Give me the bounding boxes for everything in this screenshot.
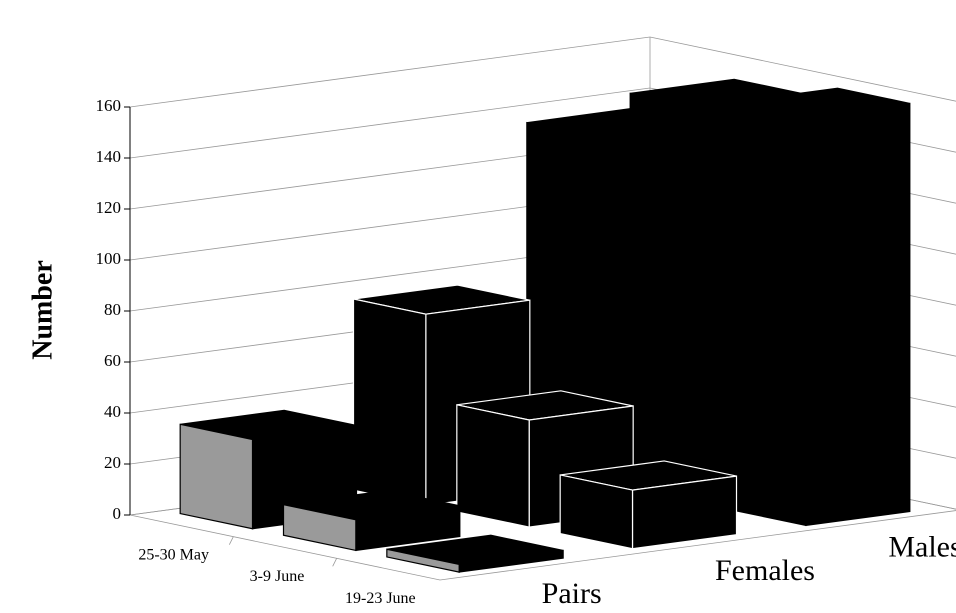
floor-tick [332,558,338,567]
y-tick-label: 80 [104,300,121,319]
y-tick-label: 120 [96,198,122,217]
y-tick-label: 20 [104,453,121,472]
bar-front [559,474,634,550]
bar-side [805,102,911,527]
grid-line [129,36,956,108]
x-tick-label: 19-23 June [345,590,416,607]
series-label: Females [715,554,815,587]
y-axis-label: Number [27,260,58,360]
x-tick-label: 3-9 June [250,568,305,585]
x-tick-label: 25-30 May [138,547,209,564]
bar-front [352,298,427,507]
series-label: Males [888,531,956,564]
y-tick-label: 160 [96,96,122,115]
y-tick-label: 40 [104,402,121,421]
bar-front [629,92,704,505]
bar-front [179,423,254,530]
y-tick-label: 100 [96,249,122,268]
series-label: Pairs [542,577,602,610]
bar-front [732,101,807,527]
bar-front [282,503,357,552]
y-tick-label: 0 [113,504,122,523]
y-tick-label: 60 [104,351,121,370]
bar-front [386,548,460,573]
y-tick-label: 140 [96,147,122,166]
floor-tick [228,536,234,545]
bar-front [456,404,530,528]
